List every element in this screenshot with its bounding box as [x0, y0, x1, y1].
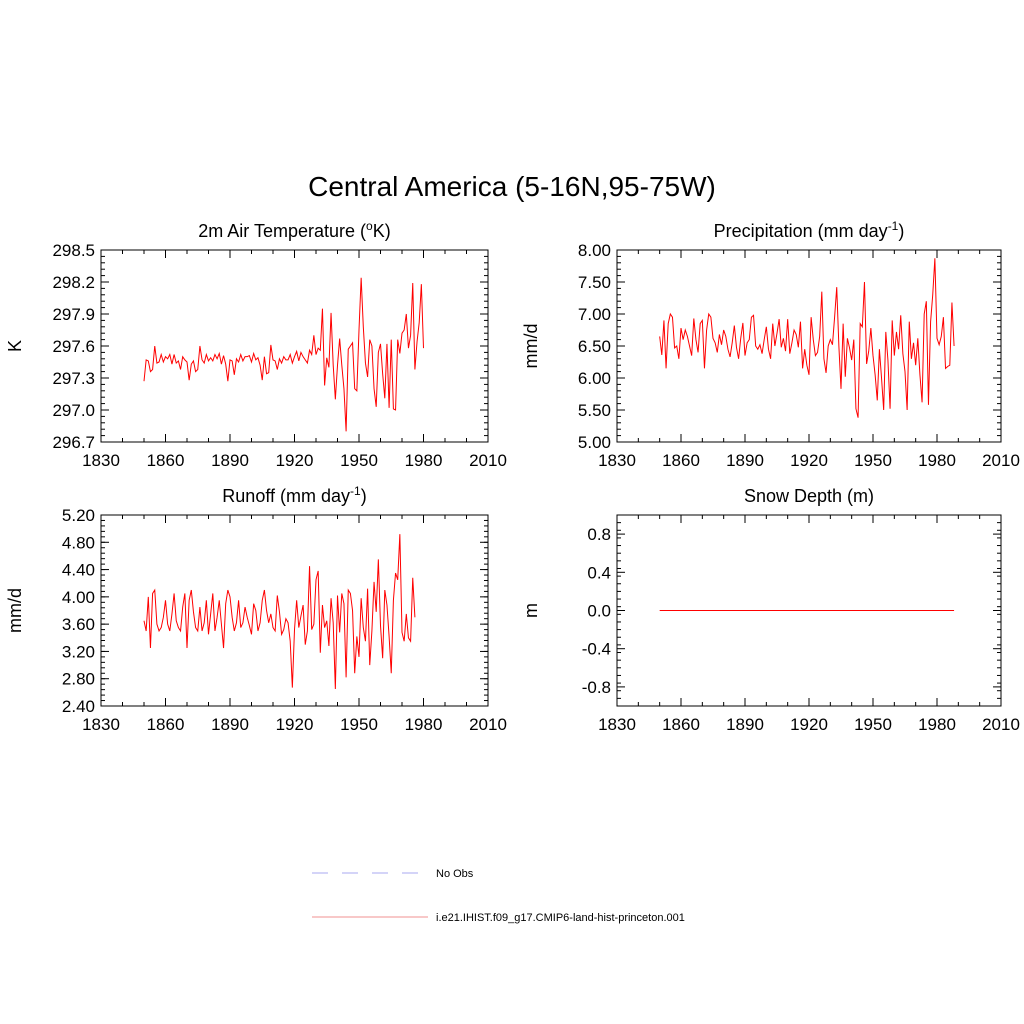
y-tick-label: 0.8 [587, 525, 611, 544]
y-tick-label: 297.6 [52, 337, 95, 356]
plot-frame [100, 514, 489, 707]
y-tick-label: 0.4 [587, 563, 611, 582]
y-tick-label: 3.60 [62, 615, 95, 634]
y-tick-label: 0.0 [587, 602, 611, 621]
series-line [143, 534, 416, 689]
x-tick-label: 1980 [918, 451, 956, 470]
panels: 2m Air Temperature (oK) 1830 1860 1890 1920 1… [5, 219, 1020, 734]
x-tick-label: 1980 [405, 715, 443, 734]
x-tick-label: 1890 [211, 451, 249, 470]
series-line [659, 258, 955, 418]
x-tick-label: 2010 [469, 715, 507, 734]
panel-title: Precipitation (mm day-1) [714, 219, 905, 241]
y-tick-label: 7.50 [578, 273, 611, 292]
x-tick-label: 1860 [662, 715, 700, 734]
y-tick-label: 3.20 [62, 642, 95, 661]
x-tick-label: 1830 [598, 715, 636, 734]
x-tick-label: 1920 [276, 715, 314, 734]
plot-frame [100, 249, 489, 443]
x-tick-label: 1950 [340, 451, 378, 470]
y-tick-label: 4.00 [62, 588, 95, 607]
panel-2: Precipitation (mm day-1) 1830 1860 1890 1920… [521, 219, 1020, 470]
y-tick-label: 7.00 [578, 305, 611, 324]
x-tick-label: 1980 [918, 715, 956, 734]
x-tick-label: 1980 [405, 451, 443, 470]
series-line [143, 277, 424, 432]
x-tick-label: 1920 [276, 451, 314, 470]
figure-title: Central America (5-16N,95-75W) [308, 171, 716, 202]
y-tick-label: 298.2 [52, 273, 95, 292]
x-tick-label: 2010 [469, 451, 507, 470]
panel-title: 2m Air Temperature (oK) [198, 219, 390, 241]
x-tick-label: 1860 [147, 715, 185, 734]
y-tick-label: 6.00 [578, 369, 611, 388]
x-tick-label: 1920 [790, 451, 828, 470]
x-tick-label: 2010 [982, 715, 1020, 734]
panel-4: Snow Depth (m) 1830 1860 1890 1920 1950 1980 20… [521, 486, 1020, 734]
panel-3: Runoff (mm day-1) 1830 1860 1890 1920 1950 198… [5, 484, 507, 734]
panel-title: Runoff (mm day-1) [222, 484, 366, 506]
y-axis-label: mm/d [521, 324, 541, 369]
y-tick-label: 298.5 [52, 241, 95, 260]
y-axis-label: mm/d [5, 588, 25, 633]
x-tick-label: 1830 [598, 451, 636, 470]
y-tick-label: 296.7 [52, 433, 95, 452]
y-tick-label: 4.40 [62, 561, 95, 580]
x-tick-label: 2010 [982, 451, 1020, 470]
x-tick-label: 1890 [726, 715, 764, 734]
x-tick-label: 1950 [340, 715, 378, 734]
x-tick-label: 1950 [854, 715, 892, 734]
y-tick-label: 2.80 [62, 670, 95, 689]
x-tick-label: 1860 [147, 451, 185, 470]
legend: No Obs i.e21.IHIST.f09_g17.CMIP6-land-his… [312, 868, 685, 924]
y-tick-label: 297.0 [52, 401, 95, 420]
y-axis-label: K [5, 340, 25, 352]
legend-label: i.e21.IHIST.f09_g17.CMIP6-land-hist-prin… [436, 912, 685, 924]
x-tick-label: 1830 [82, 451, 120, 470]
y-axis-label: m [521, 603, 541, 618]
x-tick-label: 1830 [82, 715, 120, 734]
y-tick-label: 5.00 [578, 433, 611, 452]
y-tick-label: 6.50 [578, 337, 611, 356]
x-tick-label: 1890 [726, 451, 764, 470]
y-tick-label: 4.80 [62, 533, 95, 552]
y-tick-label: 2.40 [62, 697, 95, 716]
y-tick-label: 5.20 [62, 506, 95, 525]
y-tick-label: -0.8 [582, 678, 611, 697]
y-tick-label: 297.9 [52, 305, 95, 324]
x-tick-label: 1890 [211, 715, 249, 734]
x-tick-label: 1920 [790, 715, 828, 734]
x-tick-label: 1860 [662, 451, 700, 470]
x-tick-label: 1950 [854, 451, 892, 470]
y-tick-label: 297.3 [52, 369, 95, 388]
panel-title: Snow Depth (m) [744, 486, 874, 506]
panel-1: 2m Air Temperature (oK) 1830 1860 1890 1920 1… [5, 219, 507, 470]
legend-label: No Obs [436, 868, 474, 880]
y-tick-label: 8.00 [578, 241, 611, 260]
y-tick-label: 5.50 [578, 401, 611, 420]
y-tick-label: -0.4 [582, 640, 611, 659]
